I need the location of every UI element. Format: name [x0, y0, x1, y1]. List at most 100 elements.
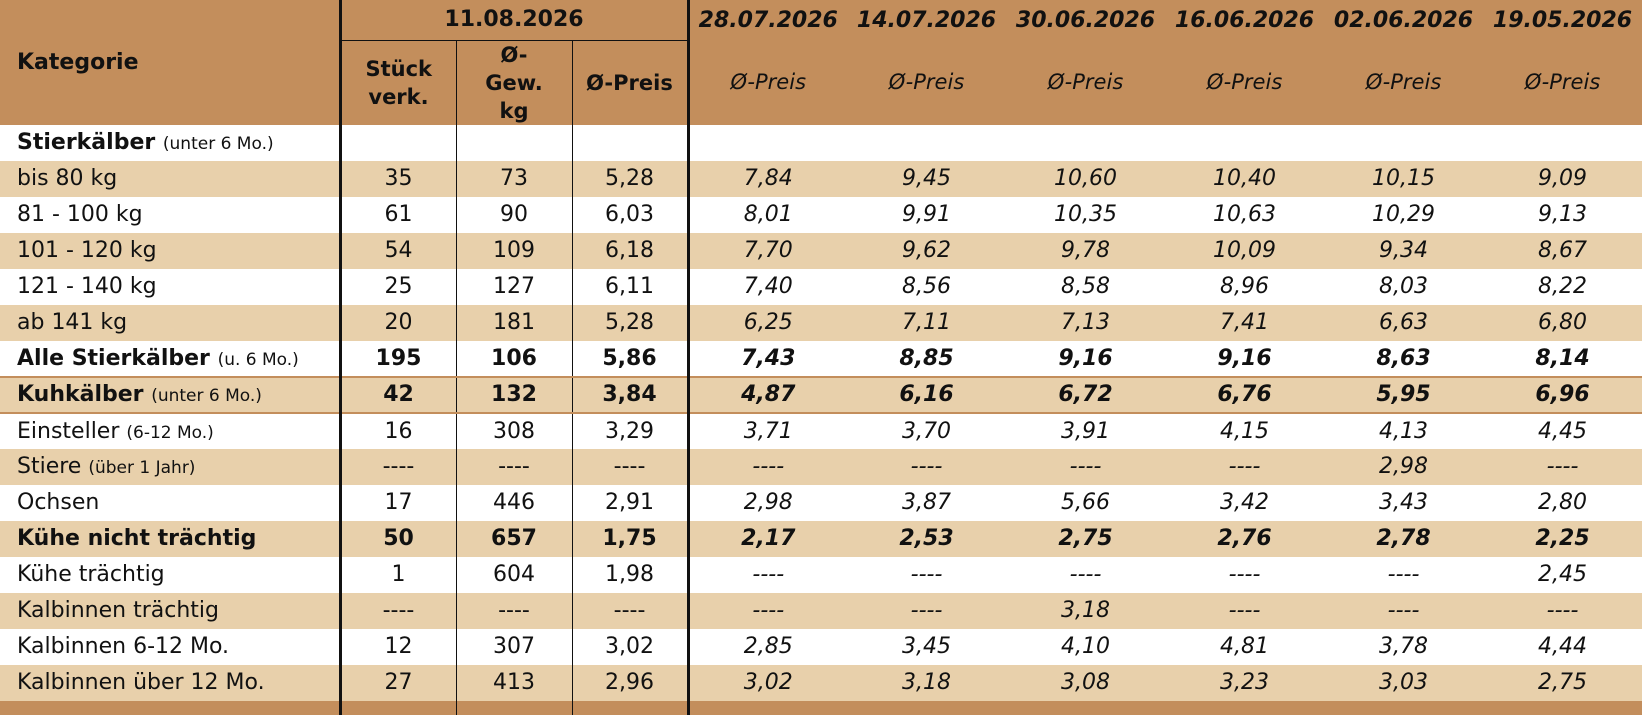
- cell-stueck: 16: [384, 418, 413, 444]
- cell-preis-date-1: [688, 125, 847, 161]
- table-row: 81 - 100 kg 61 90 6,03 8,01 9,91 10,35 10,63 10,…: [0, 196, 1642, 233]
- table-row: Kuhkälber (unter 6 Mo.) 42 132 3,84 4,87 6,16…: [0, 375, 1642, 414]
- row-category: 81 - 100 kg: [0, 196, 342, 233]
- cell-gewicht: 604: [455, 556, 572, 593]
- cell-preis-date-4: ----: [1165, 448, 1325, 485]
- cell-preis-date-3: 4,10: [1061, 634, 1110, 659]
- cell-preis-date-2: 9,62: [847, 232, 1007, 269]
- row-category: Kuhkälber (unter 6 Mo.): [0, 375, 342, 414]
- cell-preis-date-5: [1324, 125, 1483, 161]
- cell-preis-date-5: 8,03: [1379, 274, 1428, 299]
- cell-preis-date-5: 5,95: [1324, 375, 1484, 414]
- cell-preis-date-3: 3,91: [1061, 418, 1110, 444]
- header-date-4: 16.06.2026: [1165, 0, 1325, 40]
- cell-preis-date-3: 7,13: [1006, 304, 1166, 341]
- table-row: Kalbinnen trächtig ---- ---- ---- ---- ---- 3,…: [0, 592, 1642, 629]
- cell-stueck: 27: [340, 664, 456, 701]
- table-row: Kalbinnen über 12 Mo. 27 413 2,96 3,02 3,18 3,…: [0, 664, 1642, 701]
- cell-preis-date-6: 6,96: [1483, 375, 1642, 414]
- table-row: Stierkälber (unter 6 Mo.): [0, 124, 1642, 161]
- header-date-1: 28.07.2026: [688, 0, 848, 40]
- cell-preis-date-3: 6,72: [1006, 375, 1166, 414]
- cell-preis-date-1: ----: [688, 592, 848, 629]
- cell-gewicht: 413: [455, 664, 572, 701]
- row-label: 121 - 140 kg: [17, 274, 157, 299]
- cell-preis-date-6: 4,45: [1538, 418, 1587, 444]
- cell-preis-date-5: 10,29: [1372, 202, 1435, 227]
- cell-preis: 3,84: [571, 375, 690, 414]
- row-category: Einsteller (6-12 Mo.): [0, 412, 342, 449]
- row-category: Alle Stierkälber (u. 6 Mo.): [0, 340, 342, 377]
- cell-gewicht: 307: [455, 628, 572, 665]
- table-row: Kühe nicht trächtig 50 657 1,75 2,17 2,53 2,75…: [0, 520, 1642, 557]
- cell-gewicht: 308: [455, 412, 572, 449]
- cell-preis-date-5: ----: [1387, 562, 1420, 587]
- cell-preis-date-5: 10,15: [1324, 160, 1484, 197]
- cell-preis-date-6: 8,14: [1535, 345, 1590, 371]
- table-row: 101 - 120 kg 54 109 6,18 7,70 9,62 9,78 10,09 9,…: [0, 232, 1642, 269]
- table-row: Einsteller (6-12 Mo.) 16 308 3,29 3,71 3,70 3,…: [0, 412, 1642, 449]
- header-preis-4: Ø-Preis: [1165, 40, 1325, 125]
- row-note: (unter 6 Mo.): [151, 386, 262, 406]
- cell-preis-date-2: 9,45: [847, 160, 1007, 197]
- row-note: (u. 6 Mo.): [217, 349, 299, 370]
- cell-gewicht: ----: [455, 448, 572, 485]
- cell-preis-date-4: 3,42: [1220, 490, 1269, 515]
- cell-preis-date-6: 2,80: [1538, 490, 1587, 515]
- header-preis-6: Ø-Preis: [1483, 40, 1642, 125]
- cell-preis-date-6: ----: [1483, 448, 1642, 485]
- cell-gewicht: 132: [455, 375, 572, 414]
- cell-preis-date-6: 2,25: [1483, 520, 1642, 557]
- cell-preis-date-5: 3,78: [1379, 634, 1428, 659]
- cell-preis-date-4: 9,16: [1217, 345, 1272, 371]
- cell-stueck: 195: [375, 345, 422, 371]
- cell-preis: 3,29: [571, 412, 690, 449]
- cell-stueck: ----: [340, 592, 456, 629]
- row-category: Stiere (über 1 Jahr): [0, 448, 342, 485]
- cell-stueck: 1: [391, 562, 406, 587]
- cell-preis-date-4: 10,40: [1165, 160, 1325, 197]
- table-row: 121 - 140 kg 25 127 6,11 7,40 8,56 8,58 8,96 8,0…: [0, 268, 1642, 305]
- cell-gewicht: [455, 124, 572, 161]
- cell-preis: ----: [571, 448, 690, 485]
- row-category: bis 80 kg: [0, 160, 342, 197]
- row-label: Kuhkälber: [17, 382, 144, 407]
- cell-gewicht: 106: [455, 340, 572, 377]
- cell-preis-date-3: 9,16: [1058, 345, 1113, 371]
- cell-preis-date-6: 9,13: [1538, 202, 1587, 227]
- cell-preis-date-4: 6,76: [1165, 375, 1325, 414]
- cell-preis-date-4: 4,81: [1220, 634, 1269, 659]
- header-preis-5: Ø-Preis: [1324, 40, 1484, 125]
- cell-preis-date-1: 2,85: [743, 634, 793, 659]
- cell-preis-date-3: 9,78: [1006, 232, 1166, 269]
- cell-preis-date-6: 2,75: [1483, 664, 1642, 701]
- cell-preis-date-1: 7,70: [688, 232, 848, 269]
- cell-stueck: 54: [340, 232, 456, 269]
- cell-preis-date-3: ----: [1069, 562, 1102, 587]
- cell-stueck: 25: [384, 274, 413, 299]
- cell-preis-date-2: ----: [847, 592, 1007, 629]
- cell-preis-date-4: 8,96: [1220, 274, 1269, 299]
- cell-preis: 6,11: [571, 268, 690, 305]
- table-body: Stierkälber (unter 6 Mo.) bis 80 kg 35 73 5,…: [0, 124, 1642, 701]
- cell-preis: 2,91: [571, 484, 690, 521]
- row-label: Ochsen: [17, 490, 100, 515]
- cell-preis-date-3: ----: [1006, 448, 1166, 485]
- cell-preis-date-5: ----: [1324, 592, 1484, 629]
- cell-preis-date-6: 2,45: [1538, 562, 1587, 587]
- row-category: ab 141 kg: [0, 304, 342, 341]
- cell-gewicht: ----: [455, 592, 572, 629]
- cell-preis: 6,03: [571, 196, 690, 233]
- cell-preis-date-2: 6,16: [847, 375, 1007, 414]
- header-date-5: 02.06.2026: [1324, 0, 1484, 40]
- cell-preis: 2,96: [571, 664, 690, 701]
- row-category: Ochsen: [0, 484, 342, 521]
- cell-preis-date-6: 9,09: [1483, 160, 1642, 197]
- row-label: bis 80 kg: [17, 166, 118, 191]
- cell-preis: [571, 124, 690, 161]
- cell-preis-date-6: 4,44: [1538, 634, 1587, 659]
- header-preis-3: Ø-Preis: [1006, 40, 1166, 125]
- row-label: Kühe nicht trächtig: [17, 526, 257, 551]
- cell-stueck: 61: [384, 202, 413, 227]
